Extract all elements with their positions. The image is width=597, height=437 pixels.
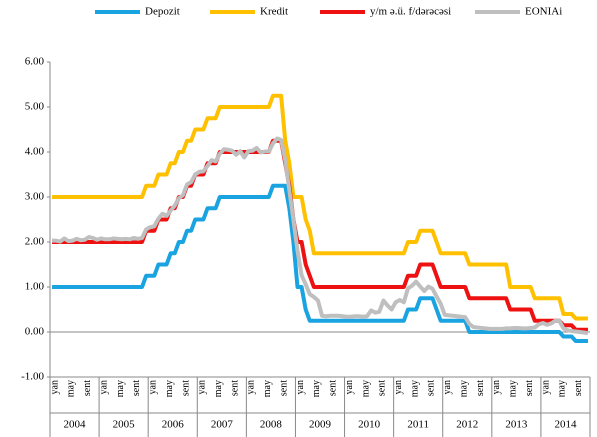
x-tick-label: may (164, 380, 175, 397)
x-tick-label: yan (148, 380, 159, 394)
x-group-label: 2007 (211, 419, 234, 431)
x-group-label: 2010 (358, 419, 381, 431)
x-tick-label: sent (426, 380, 437, 396)
x-group-label: 2009 (309, 419, 332, 431)
x-tick-label: yan (393, 380, 404, 394)
x-tick-label: yan (49, 380, 60, 394)
x-tick-label: sent (82, 380, 93, 396)
y-tick-label: 2.00 (25, 236, 45, 248)
series-line (52, 138, 588, 332)
x-tick-label: may (66, 380, 77, 397)
x-tick-label: sent (524, 380, 535, 396)
x-tick-label: yan (246, 380, 257, 394)
x-tick-label: may (557, 380, 568, 397)
x-tick-label: yan (197, 380, 208, 394)
x-tick-label: yan (491, 380, 502, 394)
y-tick-label: -1.00 (21, 371, 44, 383)
x-group-label: 2006 (162, 419, 185, 431)
y-tick-label: 1.00 (25, 281, 45, 293)
x-tick-label: yan (540, 380, 551, 394)
legend-label: Depozit (145, 6, 180, 18)
x-tick-label: sent (131, 380, 142, 396)
x-tick-label: yan (442, 380, 453, 394)
y-tick-label: 5.00 (25, 101, 45, 113)
x-tick-label: sent (328, 380, 339, 396)
x-tick-label: may (262, 380, 273, 397)
x-tick-label: may (311, 380, 322, 397)
x-tick-label: may (458, 380, 469, 397)
x-tick-label: sent (377, 380, 388, 396)
y-tick-label: 3.00 (25, 191, 45, 203)
x-group-label: 2014 (554, 419, 577, 431)
x-tick-label: sent (573, 380, 584, 396)
series-line (52, 183, 588, 343)
series-line (52, 93, 588, 321)
x-tick-label: may (409, 380, 420, 397)
x-tick-label: sent (229, 380, 240, 396)
y-tick-label: 4.00 (25, 146, 45, 158)
series-line (52, 136, 589, 336)
x-tick-label: may (508, 380, 519, 397)
x-tick-label: sent (475, 380, 486, 396)
x-tick-label: may (213, 380, 224, 397)
x-group-label: 2011 (407, 419, 429, 431)
x-group-label: 2005 (113, 419, 136, 431)
y-tick-label: 6.00 (25, 56, 45, 68)
legend-label: y/m ə.ü. f/dərəcəsi (370, 6, 451, 18)
x-tick-label: may (360, 380, 371, 397)
x-tick-label: sent (180, 380, 191, 396)
x-group-label: 2012 (456, 419, 478, 431)
x-tick-label: yan (98, 380, 109, 394)
legend-label: Kredit (260, 6, 288, 18)
x-group-label: 2013 (505, 419, 528, 431)
x-tick-label: yan (295, 380, 306, 394)
x-group-label: 2004 (64, 419, 87, 431)
x-tick-label: yan (344, 380, 355, 394)
x-tick-label: may (115, 380, 126, 397)
x-group-label: 2008 (260, 419, 283, 431)
legend-label: EONIAi (525, 6, 562, 18)
x-tick-label: sent (278, 380, 289, 396)
y-tick-label: 0.00 (25, 326, 45, 338)
